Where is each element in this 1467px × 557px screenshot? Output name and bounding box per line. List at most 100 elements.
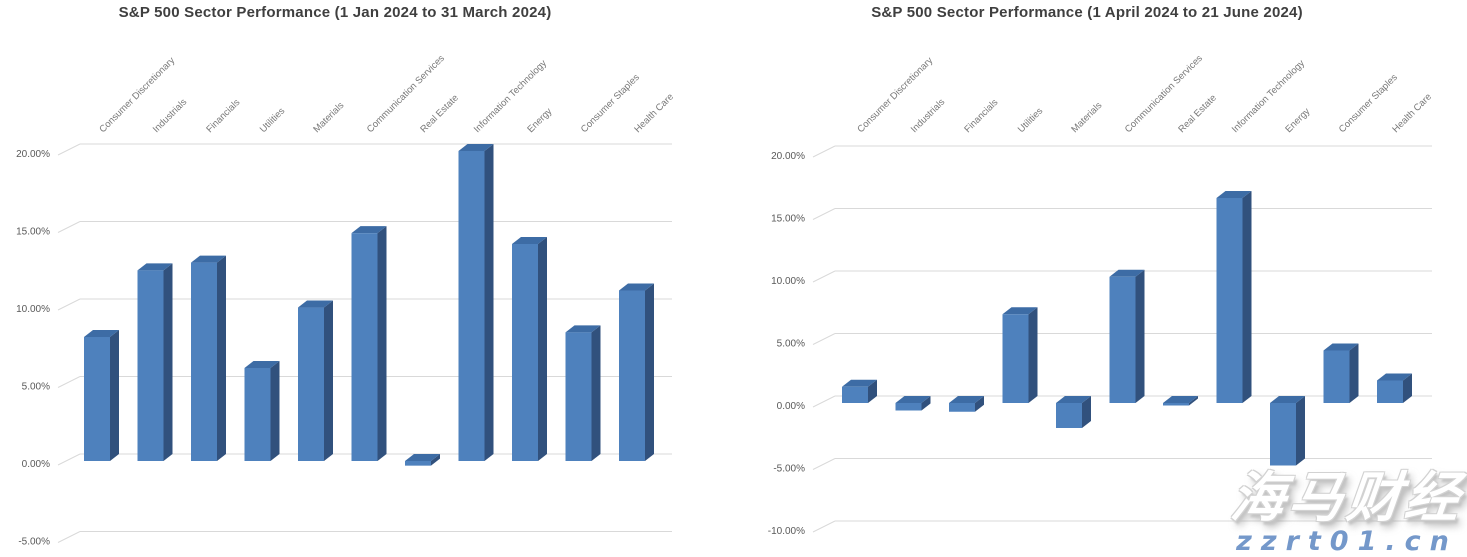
bar-front-face — [619, 290, 645, 461]
axis-depth-connector — [57, 453, 81, 466]
y-tick-label: 20.00% — [16, 149, 50, 160]
chart-left-title: S&P 500 Sector Performance (1 Jan 2024 t… — [118, 4, 552, 21]
bar-front-face — [842, 386, 868, 403]
bar-front-face — [84, 337, 110, 461]
bar-side-face — [484, 144, 494, 461]
bar — [137, 263, 173, 461]
category-label: Consumer Staples — [1337, 72, 1400, 135]
bar-top-face — [842, 379, 877, 387]
bar-side-face — [1403, 373, 1412, 403]
bar-side-face — [431, 454, 440, 466]
category-label: Industrials — [909, 97, 948, 136]
bar-front-face — [405, 461, 431, 466]
bar — [351, 226, 387, 461]
y-tick-label: 0.00% — [777, 401, 805, 412]
bar-front-face — [1323, 350, 1350, 403]
category-label: Utilities — [258, 106, 288, 136]
y-tick-label: -5.00% — [773, 464, 805, 475]
bar-side-face — [324, 300, 333, 461]
bar-front-face — [1377, 380, 1403, 403]
bar-side-face — [163, 263, 173, 461]
bar — [949, 396, 984, 412]
bar-side-face — [868, 379, 877, 403]
axis-depth-connector — [57, 143, 81, 156]
y-tick-label: 5.00% — [777, 339, 805, 350]
bar-top-face — [895, 396, 931, 403]
bar — [1002, 307, 1038, 403]
category-label: Energy — [525, 106, 554, 135]
bar-side-face — [1296, 396, 1305, 466]
bar-front-face — [191, 262, 217, 461]
axis-depth-connector — [812, 145, 836, 158]
bar — [1056, 396, 1091, 428]
bar-top-face — [84, 330, 119, 337]
bar-front-face — [1163, 403, 1189, 406]
bar — [1163, 396, 1198, 406]
bar — [1109, 269, 1145, 403]
bar-top-face — [351, 226, 387, 234]
bar-top-face — [949, 396, 984, 403]
y-tick-label: 10.00% — [16, 304, 50, 315]
bar-side-face — [1082, 396, 1091, 428]
bar-side-face — [1135, 269, 1145, 403]
axis-depth-connector — [812, 520, 836, 533]
bar-front-face — [298, 307, 324, 461]
axis-depth-connector — [812, 270, 836, 283]
bar — [565, 325, 601, 461]
y-tick-label: -5.00% — [18, 537, 50, 548]
bar — [298, 300, 333, 461]
category-label: Health Care — [1390, 91, 1434, 135]
bar-top-face — [619, 283, 654, 291]
bar — [1216, 191, 1252, 403]
bar-front-face — [949, 403, 975, 412]
bar-top-face — [1163, 396, 1198, 403]
axis-depth-connector — [812, 458, 836, 470]
bar-front-face — [895, 403, 922, 411]
bar-top-face — [1377, 373, 1412, 381]
bar — [244, 361, 280, 461]
axis-depth-connector — [57, 298, 81, 311]
bar — [191, 255, 226, 461]
bar-top-face — [1270, 396, 1305, 403]
bar — [458, 144, 494, 461]
y-tick-label: 15.00% — [771, 214, 805, 225]
category-label: Industrials — [151, 97, 190, 136]
bar — [619, 283, 654, 461]
bar-front-face — [137, 270, 164, 461]
bar-top-face — [137, 263, 173, 271]
axis-depth-connector — [812, 395, 836, 408]
bar-top-face — [298, 300, 333, 308]
bar-side-face — [645, 283, 654, 461]
bar-front-face — [1056, 403, 1082, 428]
y-tick-label: 20.00% — [771, 151, 805, 162]
bar — [1377, 373, 1412, 403]
bar-top-face — [458, 144, 494, 151]
bar-top-face — [1323, 343, 1359, 351]
bar-side-face — [217, 255, 226, 461]
bar-front-face — [1216, 198, 1243, 403]
y-tick-label: 0.00% — [22, 459, 50, 470]
bar-top-face — [405, 454, 440, 461]
bar-top-face — [1109, 269, 1145, 277]
bar — [895, 396, 931, 411]
y-tick-label: 15.00% — [16, 227, 50, 238]
category-label: Materials — [1069, 100, 1104, 135]
category-label: Financials — [204, 97, 242, 135]
bar-side-face — [975, 396, 984, 412]
category-label: Materials — [311, 100, 346, 135]
bar-top-face — [244, 361, 280, 368]
bar — [1270, 396, 1305, 466]
axis-depth-connector — [57, 531, 81, 543]
bar — [512, 237, 547, 461]
bar-side-face — [591, 325, 601, 461]
category-label: Real Estate — [418, 93, 461, 136]
bar-side-face — [1189, 396, 1198, 406]
bar-side-face — [1242, 191, 1252, 403]
category-label: Utilities — [1016, 106, 1046, 136]
y-tick-label: 10.00% — [771, 276, 805, 287]
bar-top-face — [1002, 307, 1038, 315]
bar-top-face — [512, 237, 547, 244]
bar-front-face — [1270, 403, 1296, 466]
